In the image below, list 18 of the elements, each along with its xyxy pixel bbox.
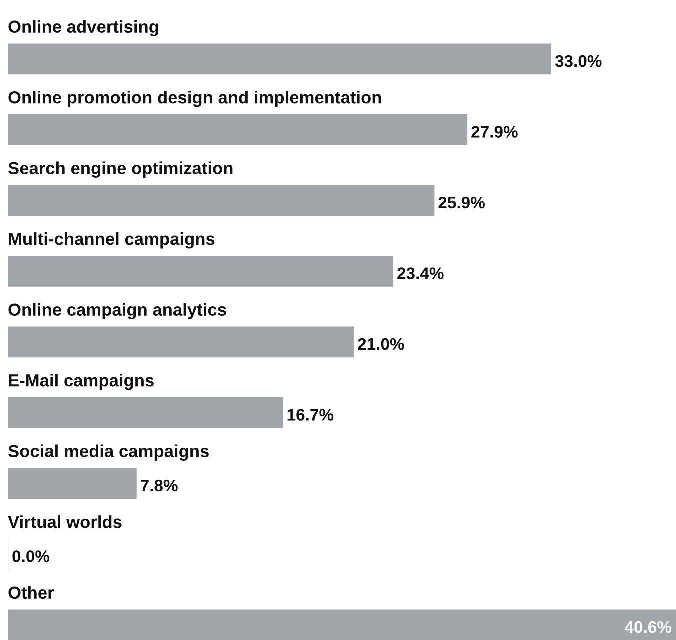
y-tick-label: Search engine optimization xyxy=(8,162,233,178)
y-tick-label: Multi-channel campaigns xyxy=(9,232,215,249)
data-label: 16.7% xyxy=(288,409,334,421)
y-tick-label: Online campaign analytics xyxy=(8,303,226,320)
y-tick-label: Virtual worlds xyxy=(8,516,122,528)
data-label: 33.0% xyxy=(555,55,602,68)
data-label: 21.0% xyxy=(358,338,404,350)
y-tick-label: Social media campaigns xyxy=(8,444,209,462)
y-tick-label: E-Mail campaigns xyxy=(9,374,154,390)
data-label: 0.0% xyxy=(12,550,50,562)
data-label: 23.4% xyxy=(398,268,444,280)
data-label: 25.9% xyxy=(438,196,485,209)
data-label: 40.6% xyxy=(624,621,672,634)
data-label: 7.8% xyxy=(141,480,178,492)
y-tick-label: Online promotion design and implementation xyxy=(8,91,382,108)
data-label: 27.9% xyxy=(472,126,518,138)
y-tick-label: Online advertising xyxy=(8,20,158,37)
y-tick-label: Other xyxy=(8,586,54,600)
